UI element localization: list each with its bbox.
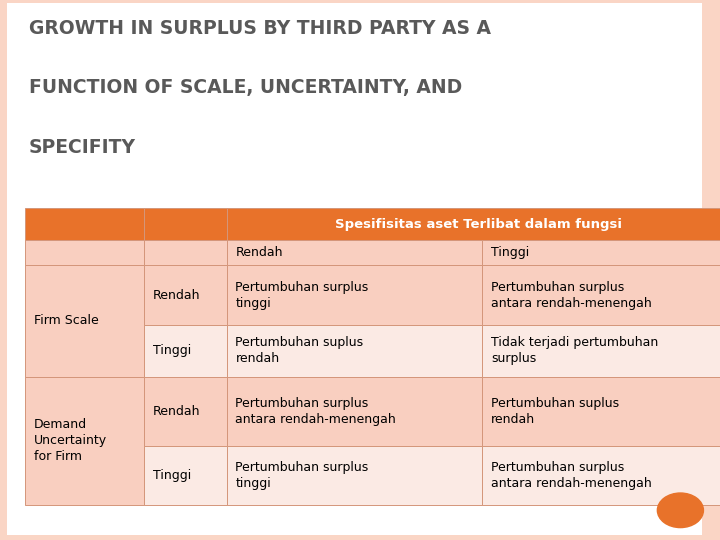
Text: Rendah: Rendah [153, 404, 200, 417]
Text: SPECIFITY: SPECIFITY [29, 138, 136, 157]
Text: Pertumbuhan suplus
rendah: Pertumbuhan suplus rendah [235, 336, 364, 365]
Text: Spesifisitas aset Terlibat dalam fungsi: Spesifisitas aset Terlibat dalam fungsi [336, 218, 622, 231]
FancyBboxPatch shape [25, 376, 144, 505]
Text: Tinggi: Tinggi [153, 469, 191, 482]
FancyBboxPatch shape [227, 240, 482, 265]
Text: Rendah: Rendah [153, 288, 200, 301]
FancyBboxPatch shape [227, 325, 482, 376]
FancyBboxPatch shape [144, 240, 227, 265]
FancyBboxPatch shape [25, 240, 144, 265]
Text: Pertumbuhan surplus
tinggi: Pertumbuhan surplus tinggi [235, 461, 369, 490]
FancyBboxPatch shape [482, 376, 720, 446]
Circle shape [657, 493, 703, 528]
Text: Pertumbuhan suplus
rendah: Pertumbuhan suplus rendah [491, 396, 619, 426]
FancyBboxPatch shape [227, 446, 482, 505]
FancyBboxPatch shape [482, 265, 720, 325]
FancyBboxPatch shape [25, 208, 144, 240]
Text: Pertumbuhan surplus
antara rendah-menengah: Pertumbuhan surplus antara rendah-meneng… [491, 461, 652, 490]
Text: Tinggi: Tinggi [491, 246, 529, 259]
Text: Tinggi: Tinggi [153, 344, 191, 357]
Text: GROWTH IN SURPLUS BY THIRD PARTY AS A: GROWTH IN SURPLUS BY THIRD PARTY AS A [29, 19, 491, 38]
Text: Demand
Uncertainty
for Firm: Demand Uncertainty for Firm [34, 418, 107, 463]
Text: FUNCTION OF SCALE, UNCERTAINTY, AND: FUNCTION OF SCALE, UNCERTAINTY, AND [29, 78, 462, 97]
FancyBboxPatch shape [144, 265, 227, 325]
FancyBboxPatch shape [227, 376, 482, 446]
FancyBboxPatch shape [25, 265, 144, 376]
Text: Pertumbuhan surplus
antara rendah-menengah: Pertumbuhan surplus antara rendah-meneng… [491, 281, 652, 309]
Text: Firm Scale: Firm Scale [34, 314, 99, 327]
FancyBboxPatch shape [482, 240, 720, 265]
Text: Tidak terjadi pertumbuhan
surplus: Tidak terjadi pertumbuhan surplus [491, 336, 658, 365]
FancyBboxPatch shape [144, 376, 227, 446]
FancyBboxPatch shape [144, 446, 227, 505]
Text: Pertumbuhan surplus
antara rendah-menengah: Pertumbuhan surplus antara rendah-meneng… [235, 396, 396, 426]
FancyBboxPatch shape [482, 325, 720, 376]
FancyBboxPatch shape [227, 208, 720, 240]
FancyBboxPatch shape [144, 208, 227, 240]
Text: Rendah: Rendah [235, 246, 283, 259]
FancyBboxPatch shape [227, 265, 482, 325]
FancyBboxPatch shape [482, 446, 720, 505]
Text: Pertumbuhan surplus
tinggi: Pertumbuhan surplus tinggi [235, 281, 369, 309]
FancyBboxPatch shape [144, 325, 227, 376]
FancyBboxPatch shape [7, 3, 702, 535]
